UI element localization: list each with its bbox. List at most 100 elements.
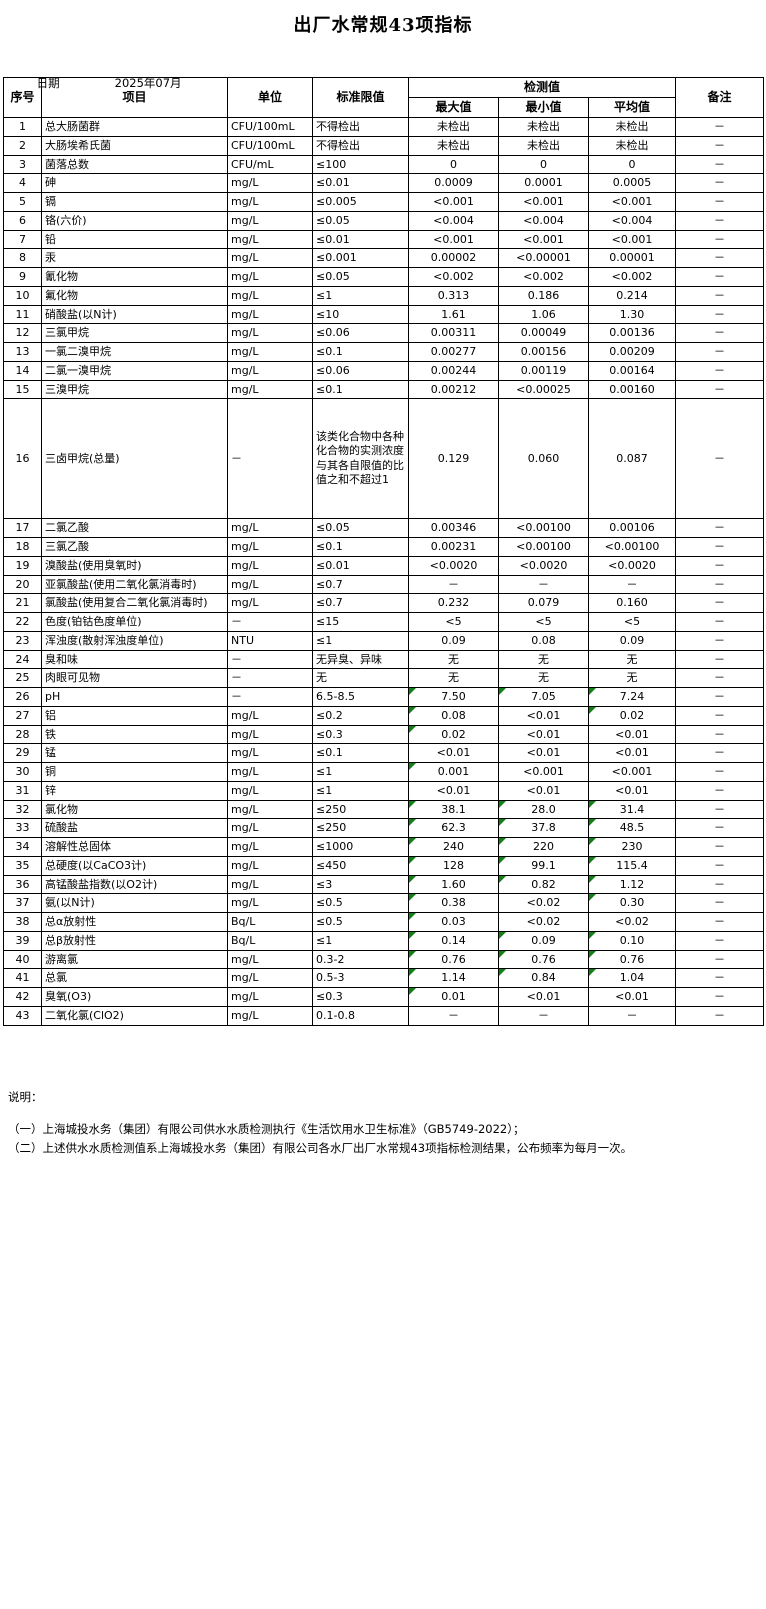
cell-standard-limit-text: ≤3 <box>316 877 333 891</box>
cell-measured-max: 0.00212 <box>408 379 499 400</box>
cell-measured-min-text: <0.01 <box>526 708 561 722</box>
cell-unit: CFU/mL <box>227 154 313 175</box>
cell-item-name: 砷 <box>41 173 228 193</box>
cell-standard-limit: ≤15 <box>312 612 409 632</box>
cell-measured-max-text: 0.00277 <box>430 345 477 358</box>
cell-measured-max: 0.00002 <box>408 248 499 268</box>
cell-index: 26 <box>3 687 42 707</box>
cell-standard-limit: 该类化合物中各种化合物的实测浓度与其各自限值的比值之和不超过1 <box>312 398 409 520</box>
cell-measured-avg-text: <0.02 <box>615 915 649 928</box>
cell-measured-avg: 1.30 <box>587 304 677 325</box>
cell-standard-limit-text: ≤1000 <box>316 840 354 853</box>
cell-standard-limit: 0.3-2 <box>312 949 409 970</box>
cell-index-text: 2 <box>19 138 26 152</box>
cell-measured-min-text: <0.02 <box>526 915 561 928</box>
cell-item-name: 铁 <box>41 724 228 745</box>
cell-standard-limit-text: 0.3-2 <box>316 952 345 966</box>
cell-standard-limit-text: 不得检出 <box>316 120 360 133</box>
cell-measured-min: <0.0020 <box>498 555 589 576</box>
comment-marker-icon <box>409 931 416 939</box>
cell-measured-avg: 0.00209 <box>587 342 677 362</box>
cell-index-text: 22 <box>15 615 30 628</box>
table-row: 42 臭氧(O3) mg/L ≤0.3 0.01 <0.01 <0.01 － <box>3 987 765 1007</box>
cell-index: 29 <box>3 743 42 763</box>
cell-remark-text: － <box>714 877 726 891</box>
cell-measured-max: 无 <box>408 649 499 670</box>
cell-remark-text: － <box>714 540 726 553</box>
cell-unit-text: mg/L <box>231 232 259 246</box>
table-row: 29 锰 mg/L ≤0.1 <0.01 <0.01 <0.01 － <box>3 743 765 763</box>
cell-index-text: 9 <box>19 270 26 283</box>
cell-measured-avg: 0.214 <box>587 285 677 306</box>
cell-measured-min: 0 <box>498 154 589 175</box>
col-header-avg: 平均值 <box>587 97 677 118</box>
cell-standard-limit-text: ≤0.01 <box>316 558 350 572</box>
cell-remark: － <box>675 743 765 763</box>
table-row: 39 总β放射性 Bq/L ≤1 0.14 0.09 0.10 － <box>3 930 765 951</box>
cell-remark-text: － <box>714 270 726 283</box>
cell-unit-text: mg/L <box>231 765 259 778</box>
cell-measured-max-text: 0.0009 <box>434 176 473 190</box>
notes-title: 说明： <box>8 1089 43 1104</box>
cell-measured-avg-text: 未检出 <box>615 138 649 152</box>
cell-standard-limit: ≤0.1 <box>312 537 409 557</box>
cell-item-name: 三溴甲烷 <box>41 379 228 400</box>
cell-index-text: 6 <box>19 213 26 227</box>
table-row: 24 臭和味 － 无异臭、异味 无 无 无 － <box>3 649 765 670</box>
cell-measured-avg: － <box>587 1005 677 1026</box>
cell-measured-min-text: <0.01 <box>526 746 561 760</box>
cell-measured-min: 0.00156 <box>498 342 589 362</box>
cell-unit: mg/L <box>227 818 313 838</box>
cell-unit: CFU/100mL <box>227 135 313 156</box>
cell-remark: － <box>675 518 765 538</box>
cell-measured-min-text: 0.0001 <box>524 176 563 190</box>
cell-standard-limit: ≤450 <box>312 855 409 876</box>
cell-unit: mg/L <box>227 285 313 306</box>
cell-remark: － <box>675 724 765 745</box>
cell-index: 34 <box>3 837 42 857</box>
cell-standard-limit: ≤10 <box>312 304 409 325</box>
cell-standard-limit: ≤100 <box>312 154 409 175</box>
cell-unit-text: mg/L <box>231 558 259 572</box>
cell-index: 43 <box>3 1005 42 1026</box>
cell-index: 12 <box>3 323 42 343</box>
cell-measured-avg-text: 0.087 <box>616 451 648 465</box>
cell-measured-max-text: 0.129 <box>437 451 470 465</box>
cell-remark: － <box>675 780 765 801</box>
table-row: 11 硝酸盐(以N计) mg/L ≤10 1.61 1.06 1.30 － <box>3 304 765 325</box>
cell-item-name-text: 游离氯 <box>45 952 78 966</box>
cell-measured-avg: <0.002 <box>587 267 677 287</box>
cell-measured-min-text: 1.06 <box>531 307 556 321</box>
cell-remark: － <box>675 612 765 632</box>
cell-index-text: 10 <box>15 288 30 302</box>
cell-item-name-text: 三溴甲烷 <box>45 382 89 396</box>
cell-measured-min-text: 0.00119 <box>520 363 567 377</box>
cell-remark: － <box>675 379 765 400</box>
cell-measured-min-text: 0.08 <box>531 633 556 647</box>
cell-measured-min: 0.82 <box>498 874 589 895</box>
cell-index-text: 18 <box>15 540 30 553</box>
cell-standard-limit-text: ≤0.001 <box>316 251 357 265</box>
cell-measured-min: <0.004 <box>498 210 589 231</box>
cell-measured-avg: 无 <box>587 668 677 688</box>
cell-measured-max-text: 0.00244 <box>430 363 477 377</box>
cell-index-text: 27 <box>15 708 30 722</box>
cell-remark-text: － <box>714 213 726 227</box>
cell-measured-max: 0.09 <box>408 630 499 651</box>
table-row: 15 三溴甲烷 mg/L ≤0.1 0.00212 <0.00025 0.00160 － <box>3 379 765 400</box>
cell-measured-avg-text: 0.00160 <box>609 382 655 396</box>
comment-marker-icon <box>409 913 416 920</box>
cell-unit: Bq/L <box>227 912 313 932</box>
cell-item-name-text: 铁 <box>45 727 56 741</box>
cell-index-text: 13 <box>15 345 30 358</box>
cell-unit: mg/L <box>227 574 313 595</box>
cell-remark-text: － <box>714 251 726 265</box>
cell-measured-avg: 0.76 <box>587 949 677 970</box>
cell-measured-max-text: <0.0020 <box>429 558 478 572</box>
cell-item-name: 三氯甲烷 <box>41 323 228 343</box>
cell-unit-text: mg/L <box>231 1008 259 1022</box>
cell-measured-min: 无 <box>498 668 589 688</box>
cell-unit-text: mg/L <box>231 783 259 797</box>
cell-standard-limit: ≤250 <box>312 818 409 838</box>
cell-measured-avg: 0.00136 <box>587 323 677 343</box>
